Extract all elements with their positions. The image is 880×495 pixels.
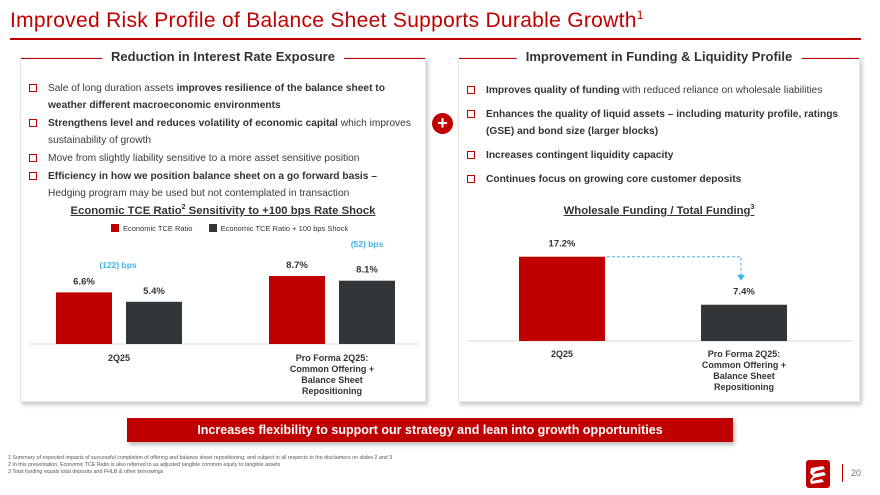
wholesale-chart-title: Wholesale Funding / Total Funding3 [563,204,755,217]
bullet-item: Sale of long duration assets improves re… [29,80,415,114]
flexibility-banner: Increases flexibility to support our str… [127,418,733,442]
checkbox-bullet-icon [29,172,37,180]
footnote-2: 2 In this presentation, Economic TCE Rat… [8,462,281,468]
checkbox-bullet-icon [29,154,37,162]
checkbox-bullet-icon [467,86,475,94]
bullet-item: Improves quality of funding with reduced… [467,82,849,99]
bar-wholesale-funding-0 [519,256,605,341]
data-label: 8.7% [286,260,308,271]
funding-liquidity-panel: Improvement in Funding & Liquidity Profi… [458,49,860,402]
checkbox-bullet-icon [29,119,37,127]
legend-item-economic-tce-shock: Economic TCE Ratio + 100 bps Shock [208,224,348,233]
x-tick-label: Common Offering + [702,360,786,370]
company-logo [806,460,830,488]
bps-annotation: (52) bps [351,239,384,249]
tce-sensitivity-chart: 6.6% 5.4% 2Q25 (122) bps 8.7% 8.1% Pro Forma 2… [29,239,419,396]
legend-swatch [111,224,119,232]
interest-rate-panel-header: Reduction in Interest Rate Exposure [21,49,425,67]
x-tick-label: Repositioning [714,382,774,392]
x-tick-label: Pro Forma 2Q25: [296,353,369,363]
interest-rate-panel-title: Reduction in Interest Rate Exposure [102,49,344,64]
bar-shock-1 [339,280,395,344]
checkbox-bullet-icon [467,151,475,159]
bar-economic-tce-0 [56,292,112,344]
funding-panel-header: Improvement in Funding & Liquidity Profi… [459,49,859,67]
bullet-item: Efficiency in how we position balance sh… [29,168,415,202]
data-label: 8.1% [356,265,378,276]
bullet-item: Increases contingent liquidity capacity [467,147,849,164]
tce-chart-title: Economic TCE Ratio2 Sensitivity to +100 … [70,204,376,217]
footer-divider [842,464,843,482]
tce-chart-legend: Economic TCE Ratio Economic TCE Ratio + … [111,224,362,233]
bar-shock-0 [126,301,182,344]
data-label: 7.4% [733,287,755,298]
bar-economic-tce-1 [269,276,325,344]
page-number: 20 [851,468,862,478]
footnote-3: 3 Total funding equals total deposits an… [8,469,164,475]
bullet-item: Strengthens level and reduces volatility… [29,115,415,149]
x-tick-label: Common Offering + [290,364,374,374]
change-arrow-line [607,256,742,277]
data-label: 5.4% [143,286,165,297]
checkbox-bullet-icon [29,84,37,92]
legend-swatch [208,224,217,232]
interest-rate-panel: Reduction in Interest Rate Exposure Sale… [20,49,426,402]
x-tick-label: Balance Sheet [301,375,363,385]
bar-wholesale-funding-1 [701,304,787,341]
bullet-item: Continues focus on growing core customer… [467,171,849,188]
checkbox-bullet-icon [467,110,475,118]
x-tick-label: 2Q25 [551,349,573,359]
checkbox-bullet-icon [467,175,475,183]
x-tick-label: 2Q25 [108,353,130,363]
x-tick-label: Balance Sheet [713,371,775,381]
data-label: 6.6% [73,276,95,287]
wholesale-funding-chart: 17.2% 2Q25 7.4% Pro Forma 2Q25:Common Offer… [467,239,853,392]
interest-rate-bullets: Sale of long duration assets improves re… [29,80,415,203]
footnote-1: 1 Summary of expected impacts of success… [8,455,393,461]
page-title: Improved Risk Profile of Balance Sheet S… [10,8,644,32]
bullet-item: Enhances the quality of liquid assets – … [467,106,849,140]
footnotes: 1 Summary of expected impacts of success… [8,455,392,476]
data-label: 17.2% [549,239,576,250]
change-arrow-head [737,274,745,281]
funding-panel-title: Improvement in Funding & Liquidity Profi… [516,49,802,64]
plus-icon: + [432,113,453,134]
bps-annotation: (122) bps [99,260,137,270]
legend-item-economic-tce: Economic TCE Ratio [111,224,192,233]
bullet-item: Move from slightly liability sensitive t… [29,150,415,167]
x-tick-label: Pro Forma 2Q25: [708,349,781,359]
title-divider [10,38,861,40]
funding-bullets: Improves quality of funding with reduced… [467,82,849,195]
x-tick-label: Repositioning [302,386,362,396]
